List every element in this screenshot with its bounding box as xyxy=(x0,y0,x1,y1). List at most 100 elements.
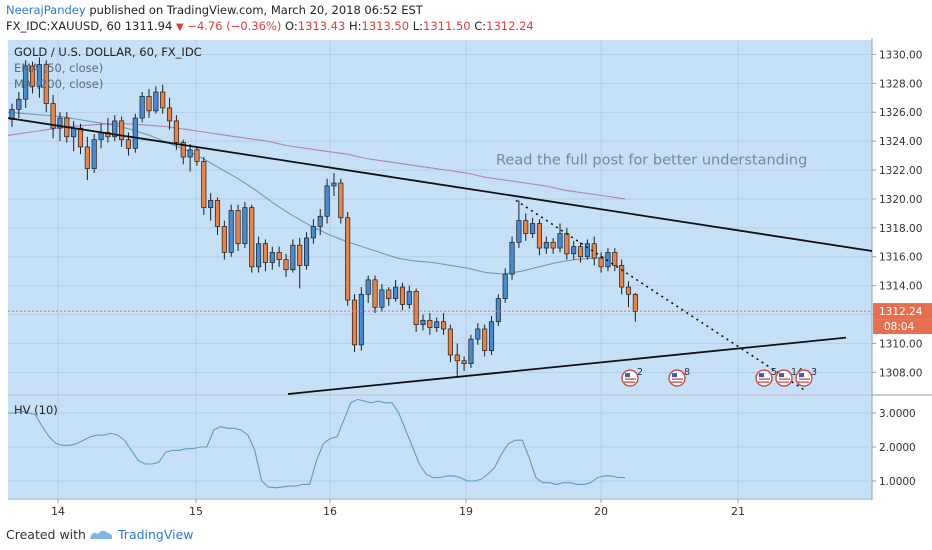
candle-body xyxy=(461,360,467,365)
close-value: 1312.24 xyxy=(486,19,534,33)
candle-body xyxy=(187,149,193,158)
candle xyxy=(358,287,364,351)
price-change: −4.76 (−0.36%) xyxy=(187,19,282,33)
price-tick-label: 1324.00 xyxy=(879,136,922,148)
candle xyxy=(461,356,467,371)
candle-body xyxy=(249,207,255,268)
candle-body xyxy=(98,132,104,141)
candle xyxy=(256,236,262,273)
event-marker: 2 xyxy=(621,367,643,387)
candle-body xyxy=(262,243,269,263)
candle-body xyxy=(530,223,536,234)
us-flag-icon xyxy=(775,369,793,387)
candle xyxy=(441,313,447,335)
event-marker: 14 xyxy=(775,367,803,387)
candle xyxy=(167,97,173,130)
price-tick-label: 1326.00 xyxy=(879,107,922,119)
tradingview-brand[interactable]: TradingView xyxy=(118,527,194,542)
candle-body xyxy=(297,244,303,266)
candle xyxy=(112,115,118,142)
ohlc-line: FX_IDC:XAUUSD, 60 1311.94 ▼ −4.76 (−0.36… xyxy=(6,19,534,33)
candle-body xyxy=(509,241,515,275)
candle-body xyxy=(201,161,207,208)
candle xyxy=(482,324,488,357)
candle xyxy=(317,209,323,236)
candle-body xyxy=(208,200,214,208)
candle-body xyxy=(427,319,433,328)
candle-body xyxy=(584,243,590,258)
price-tick-label: 1316.00 xyxy=(879,252,922,264)
flag-canton xyxy=(625,373,630,378)
candle xyxy=(509,236,515,280)
candle-body xyxy=(290,244,296,271)
candle xyxy=(208,193,214,221)
symbol-interval: FX_IDC:XAUUSD, 60 xyxy=(6,19,122,33)
candle xyxy=(187,144,193,172)
candle xyxy=(194,146,200,166)
candle xyxy=(612,248,618,272)
price-tick-label: 1322.00 xyxy=(879,165,922,177)
event-marker: 3 xyxy=(795,367,817,387)
ma-line xyxy=(7,123,626,200)
candle xyxy=(235,204,241,251)
candle-body xyxy=(557,233,563,249)
ma-legend: MA (200, close) xyxy=(14,77,103,91)
candle-body xyxy=(77,127,84,148)
event-count: 3 xyxy=(811,367,817,378)
candle-body xyxy=(71,127,77,138)
candle xyxy=(84,136,90,181)
candle-body xyxy=(50,103,56,129)
candle xyxy=(557,223,563,253)
candle xyxy=(30,61,36,94)
candle-body xyxy=(413,291,419,325)
candle-body xyxy=(475,328,481,340)
candle xyxy=(132,113,138,153)
candle xyxy=(276,246,282,267)
author-link[interactable]: NeerajPandey xyxy=(6,3,86,17)
us-flag-icon xyxy=(668,369,686,387)
candle xyxy=(530,217,536,238)
candle-body xyxy=(571,246,577,255)
candle-body xyxy=(304,237,310,266)
hv-tick-label: 1.0000 xyxy=(879,476,916,488)
flag-canton xyxy=(799,373,804,378)
candle-body xyxy=(310,226,316,239)
candle xyxy=(310,219,316,244)
candle xyxy=(550,237,556,254)
candle xyxy=(338,178,344,224)
candle-body xyxy=(139,96,145,119)
event-count: 14 xyxy=(791,367,803,378)
candle xyxy=(262,239,269,272)
open-label: O: xyxy=(285,19,298,33)
candle xyxy=(393,279,399,302)
us-flag-icon xyxy=(755,369,773,387)
candle xyxy=(345,211,351,306)
tradingview-logo-icon xyxy=(90,530,113,539)
candle-body xyxy=(146,96,152,112)
chart-area[interactable]: Read the full post for better understand… xyxy=(0,38,932,520)
candle-body xyxy=(536,223,543,249)
candle-body xyxy=(523,220,529,234)
candle xyxy=(23,60,29,108)
candle-body xyxy=(167,107,173,122)
candle-body xyxy=(43,64,49,104)
candle-body xyxy=(276,252,282,260)
candle xyxy=(351,294,358,353)
candle xyxy=(249,204,255,273)
candle-body xyxy=(454,354,460,362)
countdown-label-bg xyxy=(873,319,932,335)
candle xyxy=(139,92,145,123)
low-label: L: xyxy=(412,19,424,33)
candle-body xyxy=(173,120,179,143)
candle xyxy=(571,240,577,260)
candle xyxy=(399,282,406,311)
candle xyxy=(16,92,22,119)
candle xyxy=(536,219,543,256)
candle-body xyxy=(338,182,344,219)
time-tick-label: 15 xyxy=(189,505,203,518)
candle xyxy=(468,334,474,368)
candle-body xyxy=(577,246,584,258)
time-tick-label: 20 xyxy=(594,505,608,518)
candle xyxy=(516,200,522,249)
candle xyxy=(488,315,495,355)
